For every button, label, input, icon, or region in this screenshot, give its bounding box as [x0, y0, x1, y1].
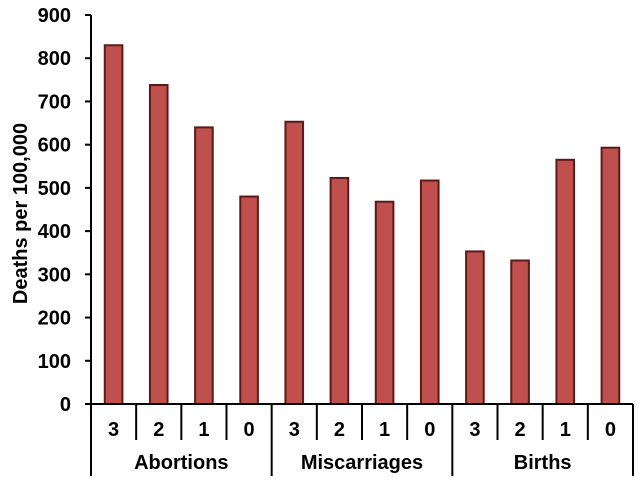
x-group-label: Births: [514, 452, 572, 474]
y-axis-tick-labels: 0 100 200 300 400 500 600 700 800 900: [38, 5, 71, 416]
x-category-label: 2: [153, 419, 164, 441]
bar: [465, 250, 485, 405]
bar: [510, 259, 530, 405]
bar: [374, 200, 395, 405]
x-axis-category-labels: 3 2 1 0 3 2 1 0 3 2 1 0: [108, 419, 616, 441]
x-category-label: 3: [108, 419, 119, 441]
y-tick-label: 0: [60, 394, 71, 416]
bars: [103, 44, 621, 406]
bar: [103, 44, 124, 405]
y-tick-label: 300: [38, 264, 71, 286]
bar: [555, 158, 576, 405]
x-category-label: 1: [560, 419, 571, 441]
bar: [419, 179, 440, 405]
x-category-label: 1: [198, 419, 209, 441]
x-axis-dividers: [90, 404, 634, 476]
y-tick-label: 700: [38, 91, 71, 113]
bar: [284, 120, 305, 406]
y-tick-label: 200: [38, 308, 71, 330]
x-category-label: 2: [515, 419, 526, 441]
x-category-label: 0: [424, 419, 435, 441]
y-tick-label: 500: [38, 178, 71, 200]
x-category-label: 0: [605, 419, 616, 441]
x-category-label: 2: [334, 419, 345, 441]
bar: [148, 84, 169, 406]
x-category-label: 3: [289, 419, 300, 441]
x-group-label: Abortions: [134, 452, 228, 474]
bar: [600, 146, 621, 405]
x-category-label: 0: [244, 419, 255, 441]
x-category-label: 1: [379, 419, 390, 441]
x-group-label: Miscarriages: [301, 452, 423, 474]
y-tick-label: 900: [38, 5, 71, 27]
bar: [329, 176, 350, 405]
y-tick-label: 100: [38, 351, 71, 373]
y-tick-label: 400: [38, 221, 71, 243]
x-category-label: 3: [469, 419, 480, 441]
y-axis-title: Deaths per 100,000: [10, 123, 32, 304]
x-axis-group-labels: Abortions Miscarriages Births: [134, 452, 571, 474]
y-tick-label: 800: [38, 48, 71, 70]
bar: [194, 126, 214, 405]
bar: [239, 195, 259, 405]
y-tick-label: 600: [38, 135, 71, 157]
